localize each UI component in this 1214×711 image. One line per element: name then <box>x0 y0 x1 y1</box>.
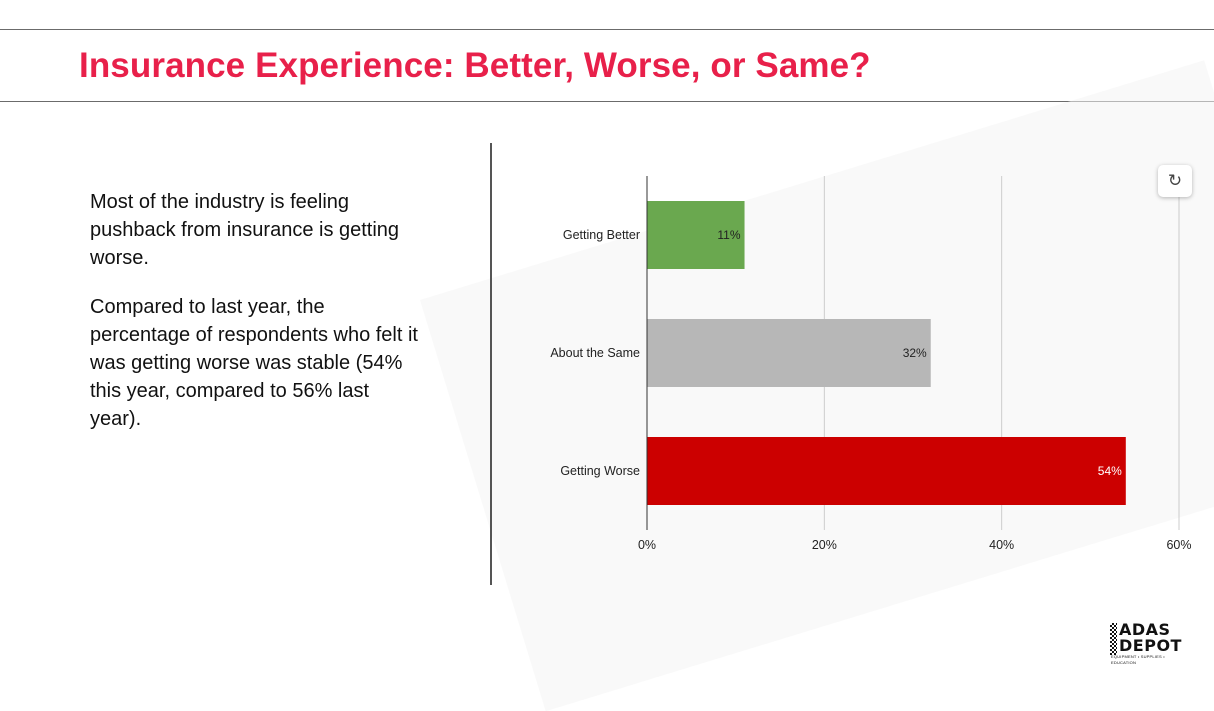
category-label-0: Getting Better <box>563 228 640 242</box>
category-label-2: Getting Worse <box>560 464 640 478</box>
top-rule <box>0 29 1214 30</box>
logo-line-2: DEPOT <box>1119 636 1182 655</box>
x-tick-label-1: 20% <box>812 538 837 552</box>
vertical-divider <box>490 143 492 585</box>
bar-2 <box>647 437 1126 505</box>
page-title: Insurance Experience: Better, Worse, or … <box>79 46 871 85</box>
category-label-1: About the Same <box>550 346 640 360</box>
refresh-icon: ↻ <box>1167 171 1183 190</box>
bar-value-label-0: 11% <box>717 228 740 242</box>
bar-chart: 11% Getting Better 32% About the Same 54% Get… <box>500 160 1214 570</box>
title-rule <box>0 101 1214 102</box>
paragraph-comparison: Compared to last year, the percentage of… <box>90 296 418 430</box>
x-tick-label-0: 0% <box>638 538 656 552</box>
x-tick-label-2: 40% <box>989 538 1014 552</box>
logo-checker-icon <box>1110 623 1117 655</box>
logo-line-1: ADAS <box>1119 620 1171 639</box>
adas-depot-logo: ADAS DEPOT EQUIPMENT • SUPPLIES • EDUCAT… <box>1110 620 1188 665</box>
bar-value-label-2: 54% <box>1098 464 1122 478</box>
body-text: Most of the industry is feeling pushback… <box>90 188 420 454</box>
bar-value-label-1: 32% <box>903 346 927 360</box>
x-tick-label-3: 60% <box>1166 538 1191 552</box>
bar-chart-svg: 11% Getting Better 32% About the Same 54% Get… <box>550 176 1192 552</box>
bar-1 <box>647 319 931 387</box>
bar-0 <box>647 201 745 269</box>
logo-tagline: EQUIPMENT • SUPPLIES • EDUCATION <box>1111 654 1165 665</box>
paragraph-summary: Most of the industry is feeling pushback… <box>90 191 400 269</box>
refresh-button[interactable]: ↻ <box>1158 165 1192 197</box>
